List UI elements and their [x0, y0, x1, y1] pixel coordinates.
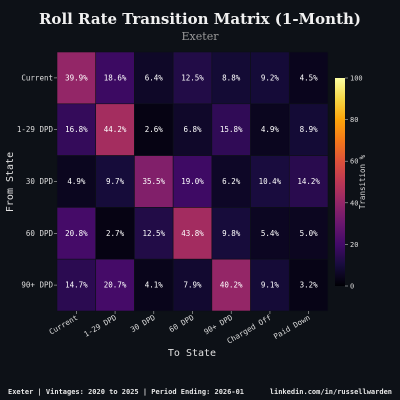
colorbar-tick-label: 80: [350, 116, 358, 124]
cell-value-label: 44.2%: [104, 125, 127, 134]
colorbar-tick-label: 20: [350, 241, 358, 249]
heatmap-cell: [134, 103, 174, 156]
heatmap-cell: [250, 103, 290, 156]
y-tick-label: 60 DPD: [26, 229, 54, 238]
y-tick-label: 1-29 DPD: [17, 125, 54, 134]
heatmap-cell: [288, 207, 329, 260]
heatmap-cell: [250, 207, 290, 260]
cell-value-label: 15.8%: [220, 125, 243, 134]
heatmap-cell: [134, 258, 174, 312]
cell-value-label: 43.8%: [181, 229, 204, 238]
colorbar-gradient: [335, 78, 345, 286]
cell-value-label: 6.2%: [222, 177, 241, 186]
chart-title: Roll Rate Transition Matrix (1-Month): [39, 10, 361, 28]
y-tick-label: Current: [21, 73, 53, 82]
heatmap-cell: [250, 51, 290, 105]
cell-value-label: 10.4%: [259, 177, 282, 186]
heatmap-cell: [250, 155, 290, 208]
cell-value-label: 19.0%: [181, 177, 204, 186]
heatmap-cells: 39.9% 18.6% 6.4% 12.5% 8.8% 9.2% 4.5% 16.8% 44.2…: [56, 51, 329, 312]
colorbar-tick-label: 0: [350, 283, 354, 291]
cell-value-label: 3.2%: [300, 281, 319, 290]
heatmap-cell: [211, 155, 251, 208]
cell-value-label: 6.8%: [183, 125, 202, 134]
x-tick-labels: Current 1-29 DPD 30 DPD 60 DPD 90+ DPDCharge…: [47, 311, 312, 346]
x-tick-label: Paid Down: [272, 313, 312, 341]
colorbar-label: Transition %: [358, 154, 367, 209]
cell-value-label: 14.7%: [65, 281, 88, 290]
cell-value-label: 7.9%: [183, 281, 202, 290]
colorbar: 0 20 40 60 80 100: [335, 75, 363, 291]
cell-value-label: 4.5%: [300, 73, 319, 82]
x-tick-label: 30 DPD: [129, 313, 157, 335]
heatmap-cell: [95, 155, 135, 208]
cell-value-label: 20.8%: [65, 229, 88, 238]
cell-value-label: 9.7%: [106, 177, 125, 186]
cell-value-label: 20.7%: [104, 281, 127, 290]
cell-value-label: 18.6%: [104, 73, 127, 82]
heatmap-cell: [56, 258, 97, 312]
cell-value-label: 16.8%: [65, 125, 88, 134]
heatmap-cell: [172, 155, 213, 208]
cell-value-label: 9.1%: [261, 281, 280, 290]
cell-value-label: 8.8%: [222, 73, 241, 82]
cell-value-label: 14.2%: [297, 177, 320, 186]
x-tick-label: 1-29 DPD: [82, 313, 118, 339]
cell-value-label: 40.2%: [220, 281, 243, 290]
chart-subtitle: Exeter: [182, 30, 220, 43]
y-tick-label: 90+ DPD: [21, 281, 53, 290]
heatmap-cell: [288, 155, 329, 208]
heatmap-cell: [56, 51, 97, 105]
colorbar-tick-label: 60: [350, 158, 358, 166]
heatmap-cell: [172, 51, 213, 105]
colorbar-tick-label: 40: [350, 199, 358, 207]
heatmap-cell: [134, 155, 174, 208]
footer-left: Exeter | Vintages: 2020 to 2025 | Period…: [8, 388, 244, 397]
heatmap-cell: [288, 258, 329, 312]
x-tick-label: Current: [47, 313, 79, 337]
heatmap-cell: [95, 51, 135, 105]
x-tick-label: 90+ DPD: [202, 313, 234, 337]
heatmap-cell: [288, 103, 329, 156]
cell-value-label: 12.5%: [181, 73, 204, 82]
heatmap-cell: [95, 207, 135, 260]
cell-value-label: 2.7%: [106, 229, 125, 238]
cell-value-label: 4.9%: [67, 177, 86, 186]
cell-value-label: 5.4%: [261, 229, 280, 238]
x-tick-label: 60 DPD: [168, 313, 196, 335]
cell-value-label: 35.5%: [142, 177, 165, 186]
cell-value-label: 4.9%: [261, 125, 280, 134]
heatmap-cell: [134, 51, 174, 105]
cell-value-label: 5.0%: [300, 229, 319, 238]
cell-value-label: 9.2%: [261, 73, 280, 82]
cell-value-label: 2.6%: [145, 125, 164, 134]
cell-value-label: 4.1%: [145, 281, 164, 290]
cell-value-label: 9.8%: [222, 229, 241, 238]
heatmap-cell: [211, 103, 251, 156]
heatmap-cell: [211, 51, 251, 105]
cell-value-label: 8.9%: [300, 125, 319, 134]
y-tick-labels: Current 1-29 DPD 30 DPD 60 DPD 90+ DPD: [17, 73, 57, 290]
cell-value-label: 39.9%: [65, 73, 88, 82]
cell-value-label: 6.4%: [145, 73, 164, 82]
x-axis-label: To State: [168, 348, 216, 359]
heatmap-cell: [172, 207, 213, 260]
heatmap-cell: [56, 207, 97, 260]
y-axis-label: From State: [5, 152, 16, 212]
cell-value-label: 12.5%: [142, 229, 165, 238]
y-tick-label: 30 DPD: [26, 177, 54, 186]
footer-right: linkedin.com/in/russellwarden: [270, 388, 392, 396]
colorbar-tick-label: 100: [350, 75, 363, 83]
